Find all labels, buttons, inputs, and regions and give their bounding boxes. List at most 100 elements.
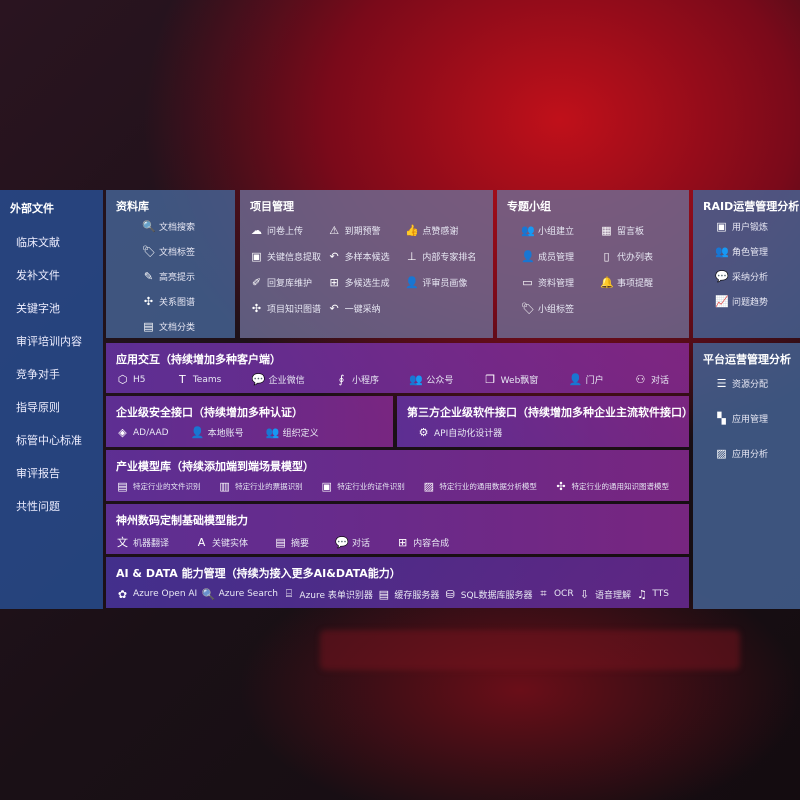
feature-item[interactable]: 👤 评审员画像 <box>405 276 483 289</box>
sidebar-item[interactable]: 临床文献 <box>16 236 60 249</box>
feature-item[interactable]: ▥ 特定行业的票据识别 <box>218 480 302 493</box>
feature-item[interactable]: ⊞ 内容合成 <box>396 534 449 550</box>
feature-item[interactable]: 💬 企业微信 <box>252 373 305 386</box>
panel-raid: RAID运营管理分析 ▣ 用户锻炼 👥 角色管理 💬 采纳分析 📈 问题趋势 <box>693 190 800 338</box>
feature-item[interactable]: ◈ AD/AAD <box>116 426 169 439</box>
sidebar-item[interactable]: 审评报告 <box>16 467 60 480</box>
feature-item[interactable]: ⚙ API自动化设计器 <box>417 426 503 439</box>
sidebar-item[interactable]: 竞争对手 <box>16 368 60 381</box>
feature-item[interactable]: ↶ 一键采纳 <box>328 302 406 315</box>
search-icon: 🔍 <box>201 587 216 601</box>
feature-item[interactable]: ⚇ 对话 <box>634 373 669 386</box>
sidebar-item[interactable]: 指导原则 <box>16 401 60 414</box>
feature-item[interactable]: 👥 角色管理 <box>715 245 790 258</box>
receipt-icon: ▥ <box>219 480 230 493</box>
reply-icon: ↶ <box>329 302 339 315</box>
feature-label: Azure Open AI <box>133 589 198 599</box>
feature-item[interactable]: ❐ Web飘窗 <box>484 373 538 386</box>
feature-item[interactable]: 👤 本地账号 <box>191 426 244 439</box>
sidebar-item[interactable]: 审评培训内容 <box>16 335 82 348</box>
feature-item[interactable]: ▣ 关键信息提取 <box>250 250 328 263</box>
feature-label: 组织定义 <box>282 429 319 439</box>
feature-item[interactable]: 🔍 文档搜索 <box>142 220 225 233</box>
feature-item[interactable]: ⛁ SQL数据库服务器 <box>444 587 533 601</box>
feature-item[interactable]: 👍 点赞感谢 <box>405 224 483 237</box>
feature-item[interactable]: ▯ 代办列表 <box>600 250 679 263</box>
feature-item[interactable]: ∮ 小程序 <box>335 373 379 386</box>
feature-label: 用户锻炼 <box>732 223 769 233</box>
panel-industry: 产业模型库（持续添加端到端场景模型） ▤ 特定行业的文件识别 ▥ 特定行业的票据识别 ▣… <box>106 450 689 501</box>
feature-item[interactable]: 📈 问题趋势 <box>715 295 790 308</box>
feature-item[interactable]: ↶ 多样本候选 <box>328 250 406 263</box>
sidebar-item[interactable]: 关键字池 <box>16 302 60 315</box>
tts-icon: ♫ <box>636 587 647 601</box>
feature-label: 资料管理 <box>538 279 575 289</box>
feature-item[interactable]: ☰ 资源分配 <box>715 377 790 390</box>
feature-label: TTS <box>652 589 669 599</box>
feature-label: 公众号 <box>426 376 454 386</box>
feature-item[interactable]: A 关键实体 <box>195 534 248 550</box>
sidebar-item[interactable]: 共性问题 <box>16 500 60 513</box>
feature-item[interactable]: ▦ 留言板 <box>600 224 679 237</box>
feature-item[interactable]: 🏷 小组标签 <box>521 302 600 315</box>
feature-label: 特定行业的通用知识图谱模型 <box>571 482 670 491</box>
sidebar-item[interactable]: 标管中心标准 <box>16 434 82 447</box>
feature-item[interactable]: 文机器翻译 <box>116 534 169 550</box>
feature-item[interactable]: ▨ 应用分析 <box>715 447 790 460</box>
feature-item[interactable]: 👥 公众号 <box>409 373 453 386</box>
feature-item[interactable]: ▨ 特定行业的通用数据分析模型 <box>422 480 537 493</box>
feature-item[interactable]: ☁ 问卷上传 <box>250 224 328 237</box>
translate-icon: 文 <box>117 536 128 549</box>
feature-item[interactable]: ▤ 摘要 <box>274 534 309 550</box>
feature-item[interactable]: 💬 对话 <box>335 534 370 550</box>
feature-item[interactable]: 💬 采纳分析 <box>715 270 790 283</box>
panel-base: 神州数码定制基础模型能力 文机器翻译 A 关键实体 ▤ 摘要 💬 对话 ⊞ 内容合成 <box>106 504 689 554</box>
feature-label: AD/AAD <box>133 427 169 438</box>
feature-item[interactable]: 👤 门户 <box>569 373 604 386</box>
sidebar-item[interactable]: 发补文件 <box>16 269 60 282</box>
feature-item[interactable]: 🏷 文档标签 <box>142 245 225 258</box>
chart-icon: ▨ <box>423 480 435 493</box>
feature-item[interactable]: T Teams <box>176 373 221 386</box>
feature-label: 留言板 <box>617 227 645 237</box>
feature-item[interactable]: 👤 成员管理 <box>521 250 600 263</box>
feature-item[interactable]: ✣ 特定行业的通用知识图谱模型 <box>555 480 670 493</box>
feature-item[interactable]: ⚠ 到期预警 <box>328 224 406 237</box>
feature-item[interactable]: 🔔 事项提醒 <box>600 276 679 289</box>
feature-item[interactable]: ▚ 应用管理 <box>715 412 790 425</box>
feature-item[interactable]: ⊥ 内部专家排名 <box>405 250 483 263</box>
feature-item[interactable]: ✐ 回复库维护 <box>250 276 328 289</box>
feature-item[interactable]: ▤ 缓存服务器 <box>377 587 440 601</box>
feature-item[interactable]: ⬡ H5 <box>116 373 146 386</box>
feature-item[interactable]: ⇩ 语音理解 <box>578 587 631 601</box>
feature-item[interactable]: 👥 组织定义 <box>266 426 319 439</box>
feature-item[interactable]: ▤ 文档分类 <box>142 320 225 333</box>
feature-label: 一键采纳 <box>344 305 381 315</box>
feature-item[interactable]: ✣ 关系图谱 <box>142 295 225 308</box>
feature-label: 内部专家排名 <box>422 253 477 263</box>
feature-item[interactable]: ✿ Azure Open AI <box>116 587 197 601</box>
feature-item[interactable]: ▣ 用户锻炼 <box>715 220 790 233</box>
feature-item[interactable]: 👥 小组建立 <box>521 224 600 237</box>
panel-title: 专题小组 <box>507 200 551 213</box>
mini-program-icon: ∮ <box>338 373 345 386</box>
feature-item[interactable]: ▤ 特定行业的文件识别 <box>116 480 200 493</box>
feature-item[interactable]: ✎ 高亮提示 <box>142 270 225 283</box>
feature-item[interactable]: ✣ 项目知识图谱 <box>250 302 328 315</box>
feature-label: 多候选生成 <box>344 279 390 289</box>
feature-label: 文档分类 <box>159 323 196 333</box>
reply-icon: ↶ <box>329 250 339 263</box>
feature-label: 事项提醒 <box>617 279 654 289</box>
feature-item[interactable]: 🔍 Azure Search <box>202 587 278 601</box>
feature-item[interactable]: ▣ 特定行业的证件识别 <box>320 480 405 493</box>
feature-label: API自动化设计器 <box>434 429 503 439</box>
feature-item[interactable]: ♫ TTS <box>635 587 669 601</box>
feature-label: H5 <box>133 374 146 385</box>
feature-item[interactable]: ⌸ Azure 表单识别器 <box>282 587 373 601</box>
feature-label: 本地账号 <box>207 429 244 439</box>
ocr-icon: ⌗ <box>540 587 547 600</box>
feature-item[interactable]: ▭ 资料管理 <box>521 276 600 289</box>
panel-library: 资料库 🔍 文档搜索 🏷 文档标签 ✎ 高亮提示 ✣ 关系图谱 ▤ 文档分类 <box>106 190 235 338</box>
feature-item[interactable]: ⊞ 多候选生成 <box>328 276 406 289</box>
feature-item[interactable]: ⌗ OCR <box>537 587 573 601</box>
